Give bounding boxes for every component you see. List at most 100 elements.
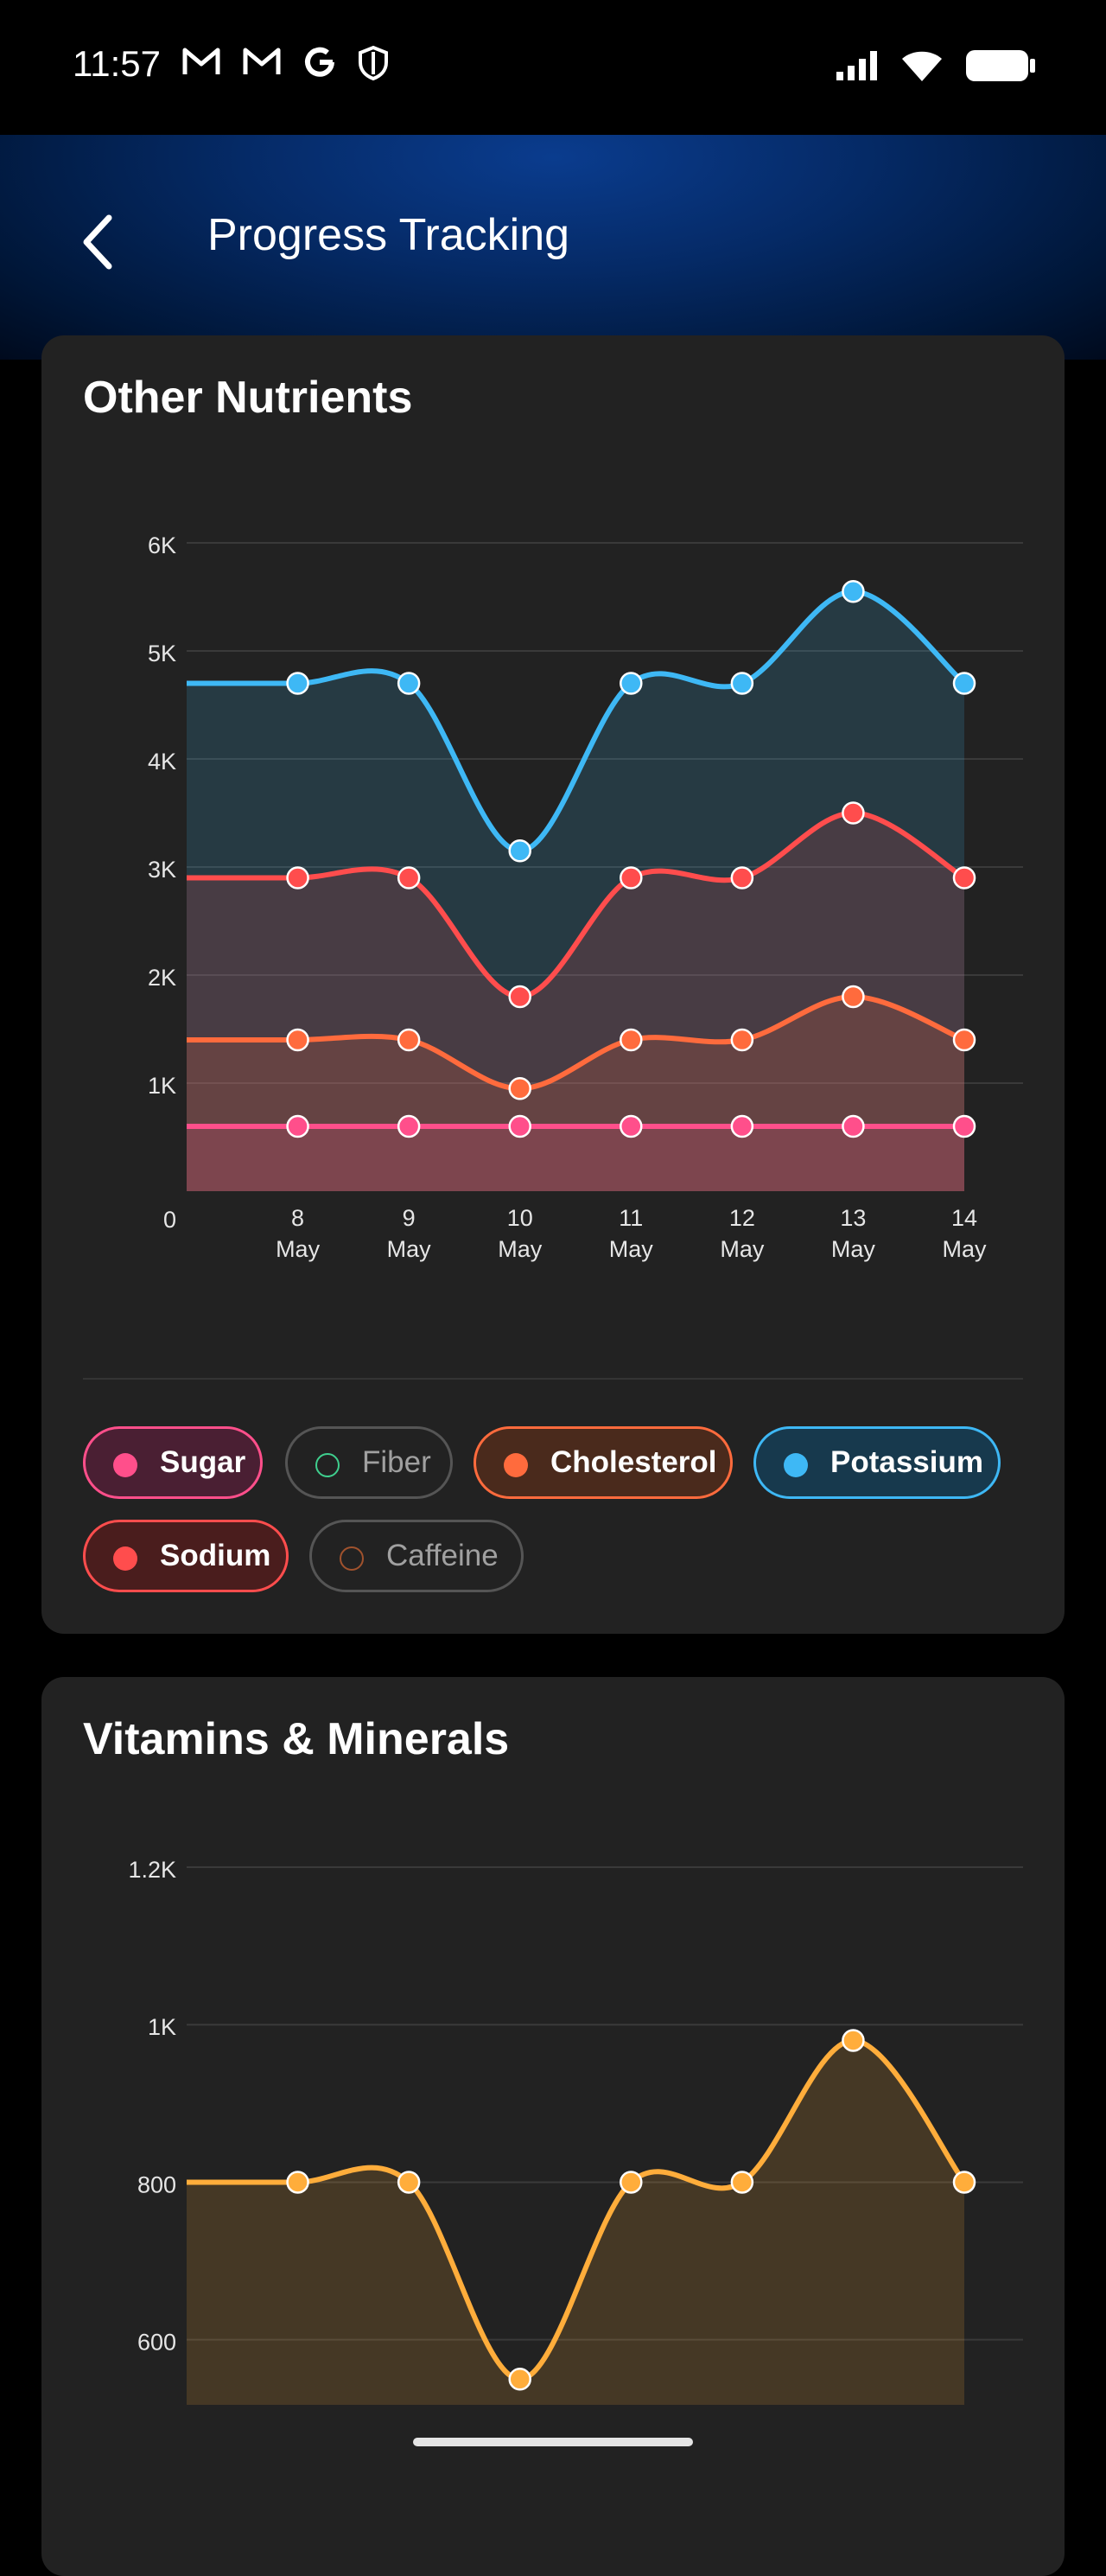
divider (83, 1378, 1023, 1380)
legend-label: Sugar (160, 1445, 246, 1479)
series-line (186, 810, 966, 1000)
y-tick-label: 1K (148, 1073, 176, 1099)
data-point[interactable] (286, 1028, 309, 1052)
y-tick-label: 4K (148, 749, 176, 775)
back-button[interactable] (74, 207, 126, 277)
legend-dot (315, 1453, 340, 1477)
x-tick-label: 8 (291, 1205, 304, 1231)
legend-label: Fiber (362, 1445, 431, 1479)
app-header: Progress Tracking (0, 135, 1106, 360)
data-point[interactable] (730, 866, 754, 889)
legend-dot (113, 1453, 137, 1477)
y-tick-label: 2K (148, 965, 176, 991)
data-point[interactable] (952, 1028, 976, 1052)
data-point[interactable] (508, 839, 531, 863)
legend-chip-fiber[interactable]: Fiber (285, 1426, 453, 1499)
data-point[interactable] (508, 1114, 531, 1138)
series-area (187, 813, 964, 1191)
data-point[interactable] (842, 985, 865, 1009)
x-tick-label: May (831, 1236, 876, 1262)
y-tick-label: 0 (163, 1207, 176, 1233)
data-point[interactable] (286, 1114, 309, 1138)
series-area (187, 2040, 964, 2405)
x-tick-label: 13 (840, 1205, 866, 1231)
other-nutrients-chart: 0 1K 2K 3K 4K 5K 6K 8 May 9 May 10 May 11 May 12 May 13 Ma… (148, 532, 1023, 1262)
x-tick-label: 9 (403, 1205, 416, 1231)
series-area (187, 591, 964, 1191)
data-point[interactable] (620, 1114, 643, 1138)
data-point[interactable] (508, 1077, 531, 1100)
system-icons (835, 48, 1037, 83)
x-tick-label: 10 (507, 1205, 533, 1231)
data-point[interactable] (286, 672, 309, 695)
card-title: Vitamins & Minerals (83, 1714, 510, 1764)
legend-label: Potassium (830, 1445, 983, 1479)
legend-dot (113, 1546, 137, 1571)
data-point[interactable] (397, 1114, 421, 1138)
x-tick-label: May (498, 1236, 543, 1262)
series-line (187, 993, 966, 1092)
notification-icons (181, 45, 389, 81)
legend-dot (504, 1453, 528, 1477)
data-point[interactable] (730, 1028, 754, 1052)
y-tick-label: 6K (148, 532, 176, 558)
x-tick-label: 12 (729, 1205, 755, 1231)
series-area (187, 997, 964, 1191)
vitamins-minerals-chart: 4006008001K1.2K (128, 1857, 1023, 2405)
battery-icon (966, 50, 1035, 81)
x-tick-label: May (276, 1236, 321, 1262)
y-tick-label: 800 (137, 2171, 176, 2197)
gmail-icon (182, 48, 220, 74)
data-point[interactable] (730, 672, 754, 695)
series-area (187, 1126, 964, 1191)
data-point[interactable] (620, 866, 643, 889)
data-point[interactable] (286, 2171, 309, 2194)
legend-dot (784, 1453, 808, 1477)
data-point[interactable] (730, 1114, 754, 1138)
series-line (187, 589, 966, 854)
wifi-icon (902, 51, 942, 81)
x-tick-label: May (609, 1236, 654, 1262)
legend-chip-potassium[interactable]: Potassium (753, 1426, 1001, 1499)
data-point[interactable] (620, 2171, 643, 2194)
page-title: Progress Tracking (207, 210, 570, 260)
legend-chip-sodium[interactable]: Sodium (83, 1520, 289, 1592)
data-point[interactable] (397, 2171, 421, 2194)
chevron-left-icon (83, 214, 112, 270)
legend-chip-cholesterol[interactable]: Cholesterol (474, 1426, 733, 1499)
data-point[interactable] (397, 672, 421, 695)
gmail-icon (243, 48, 281, 74)
data-point[interactable] (842, 1114, 865, 1138)
data-point[interactable] (952, 672, 976, 695)
legend-chip-caffeine[interactable]: Caffeine (309, 1520, 524, 1592)
data-point[interactable] (842, 2029, 865, 2052)
legend-chip-sugar[interactable]: Sugar (83, 1426, 263, 1499)
data-point[interactable] (730, 2171, 754, 2194)
legend-label: Cholesterol (550, 1445, 717, 1479)
data-point[interactable] (397, 866, 421, 889)
y-tick-label: 1K (148, 2014, 176, 2040)
x-tick-label: May (942, 1236, 987, 1262)
data-point[interactable] (842, 580, 865, 603)
data-point[interactable] (620, 1028, 643, 1052)
home-indicator[interactable] (413, 2438, 693, 2446)
legend-label: Sodium (160, 1539, 271, 1572)
card-title: Other Nutrients (83, 373, 413, 423)
data-point[interactable] (508, 2367, 531, 2391)
data-point[interactable] (620, 672, 643, 695)
x-tick-label: May (720, 1236, 765, 1262)
other-nutrients-card: Other Nutrients 0 1K 2K 3K 4K 5K 6K 8 May 9 May 10 M… (41, 335, 1065, 1634)
data-point[interactable] (952, 866, 976, 889)
y-tick-label: 600 (137, 2330, 176, 2356)
data-point[interactable] (286, 866, 309, 889)
y-tick-label: 1.2K (128, 1857, 176, 1883)
signal-icon (836, 51, 877, 80)
data-point[interactable] (842, 801, 865, 825)
data-point[interactable] (952, 1114, 976, 1138)
x-tick-label: May (387, 1236, 432, 1262)
status-time: 11:57 (73, 43, 161, 84)
data-point[interactable] (508, 985, 531, 1009)
status-bar: 11:57 (0, 0, 1106, 135)
data-point[interactable] (397, 1028, 421, 1052)
data-point[interactable] (952, 2171, 976, 2194)
